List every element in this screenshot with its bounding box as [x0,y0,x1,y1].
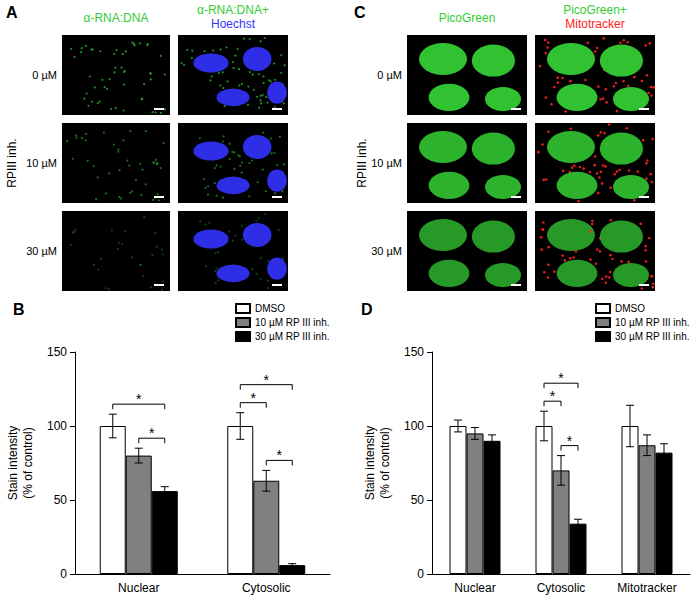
svg-text:10 µM RP III inh.: 10 µM RP III inh. [615,317,690,328]
svg-text:Cytosolic: Cytosolic [242,581,291,595]
svg-text:50: 50 [411,493,425,507]
svg-text:150: 150 [47,345,67,359]
svg-text:α-RNA:DNA: α-RNA:DNA [84,11,149,25]
svg-text:50: 50 [54,493,68,507]
svg-text:*: * [251,390,257,406]
svg-text:100: 100 [404,419,424,433]
svg-text:RPIII inh.: RPIII inh. [355,138,369,187]
svg-text:30 µM RP III inh.: 30 µM RP III inh. [615,331,690,342]
svg-text:Mitotracker: Mitotracker [617,581,676,595]
svg-text:B: B [13,301,25,318]
svg-text:RPIII inh.: RPIII inh. [5,138,19,187]
svg-text:(% of control): (% of control) [21,427,35,498]
svg-text:*: * [149,425,155,441]
svg-text:C: C [354,4,366,21]
svg-text:30 µM: 30 µM [371,245,402,257]
svg-text:150: 150 [404,345,424,359]
svg-text:*: * [550,388,556,404]
svg-text:Stain intensity: Stain intensity [363,426,377,501]
svg-text:Nuclear: Nuclear [118,581,159,595]
svg-text:DMSO: DMSO [255,303,285,314]
svg-text:0 µM: 0 µM [377,69,402,81]
svg-text:0: 0 [417,567,424,581]
svg-text:*: * [567,433,573,449]
svg-text:(% of control): (% of control) [378,427,392,498]
svg-text:10 µM RP III inh.: 10 µM RP III inh. [255,317,330,328]
svg-text:A: A [6,4,18,21]
svg-text:Hoechst: Hoechst [211,17,256,31]
svg-text:Nuclear: Nuclear [454,581,495,595]
svg-text:*: * [558,370,564,386]
svg-text:10 µM: 10 µM [371,157,402,169]
svg-text:*: * [277,447,283,463]
svg-text:Cytosolic: Cytosolic [537,581,586,595]
svg-text:Mitotracker: Mitotracker [565,17,624,31]
svg-text:*: * [136,391,142,407]
svg-text:*: * [264,372,270,388]
svg-text:PicoGreen+: PicoGreen+ [563,3,627,17]
svg-text:0 µM: 0 µM [32,69,57,81]
svg-text:Stain intensity: Stain intensity [6,426,20,501]
svg-text:0: 0 [60,567,67,581]
svg-text:α-RNA:DNA+: α-RNA:DNA+ [197,3,269,17]
svg-text:30 µM: 30 µM [26,245,57,257]
svg-text:10 µM: 10 µM [26,157,57,169]
svg-text:DMSO: DMSO [615,303,645,314]
svg-text:100: 100 [47,419,67,433]
svg-text:30 µM RP III inh.: 30 µM RP III inh. [255,331,330,342]
svg-text:PicoGreen: PicoGreen [439,11,496,25]
svg-text:D: D [361,301,373,318]
